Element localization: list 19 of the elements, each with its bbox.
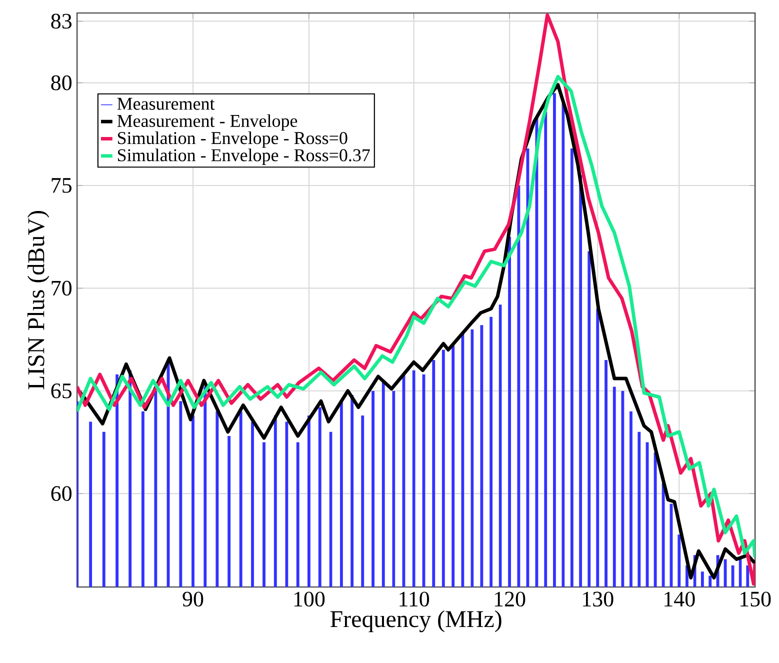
x-tick-label: 120 <box>494 592 526 607</box>
legend-label: Measurement <box>117 98 215 110</box>
y-tick-label: 70 <box>52 280 72 296</box>
legend-label: Simulation - Envelope - Ross=0 <box>118 131 348 148</box>
x-tick-label: 100 <box>294 592 325 607</box>
y-tick-label: 60 <box>51 486 72 501</box>
y-tick-label: 75 <box>52 178 72 193</box>
x-tick-label: 140 <box>664 592 695 607</box>
x-tick-label: 130 <box>583 592 614 607</box>
x-tick-label: 150 <box>740 592 771 607</box>
y-tick-label: 65 <box>51 383 72 398</box>
x-tick-label: 90 <box>182 592 204 607</box>
x-axis-title: Frequency (MHz) <box>330 610 502 632</box>
x-tick-label: 110 <box>400 592 430 607</box>
legend-label: Measurement - Envelope <box>117 114 298 131</box>
legend-label: Simulation - Envelope - Ross=0.37 <box>118 148 370 165</box>
y-tick-label: 80 <box>51 75 72 90</box>
y-axis-title: LISN Plus (dBuV) <box>27 211 50 390</box>
y-tick-label: 83 <box>51 14 72 29</box>
